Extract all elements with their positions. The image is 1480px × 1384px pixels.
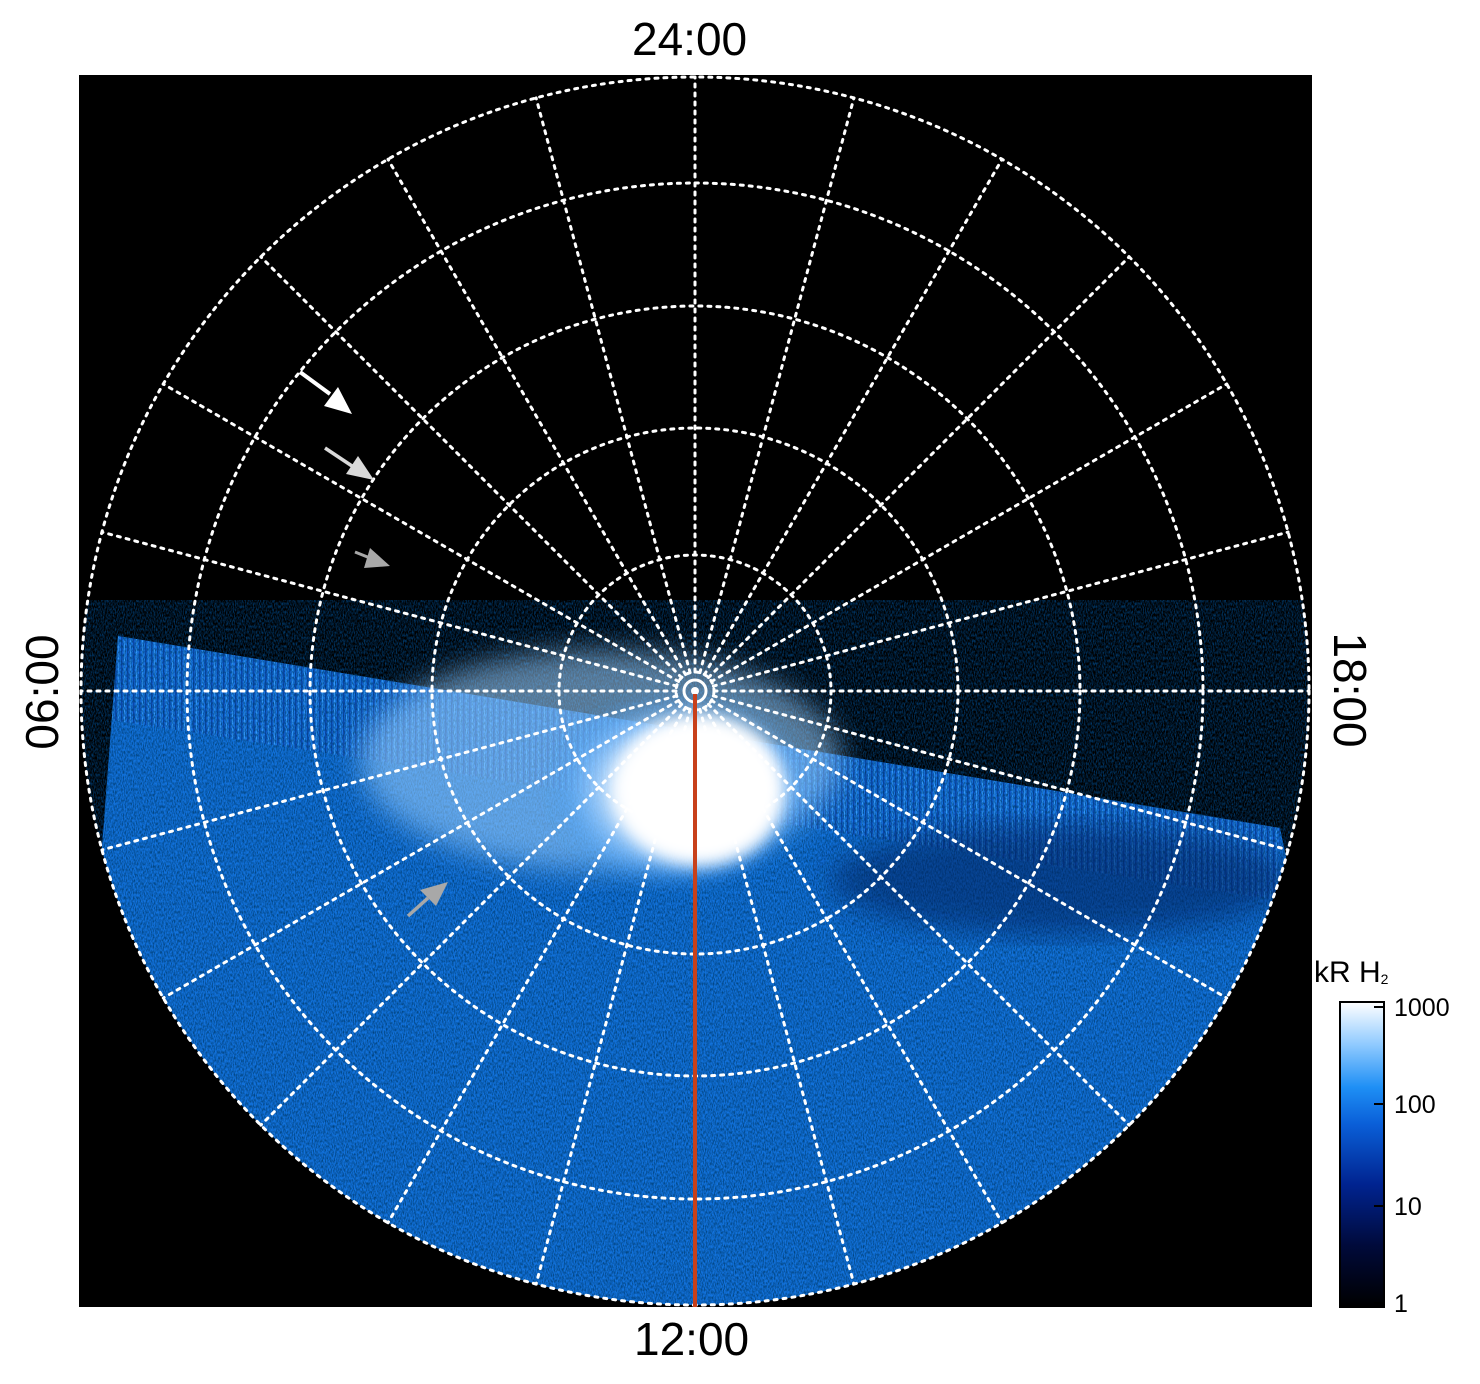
colorbar-tick-100: 100: [1394, 1091, 1436, 1119]
colorbar-tick-1: 1: [1394, 1290, 1408, 1318]
meridian-line: [709, 382, 1229, 683]
annotation-arrows: [298, 370, 448, 918]
longitude-meridians: [79, 75, 1311, 1307]
meridian-line: [706, 255, 1131, 680]
colorbar-bar: [1339, 1001, 1385, 1308]
meridian-line: [161, 382, 681, 683]
auroral-core: [615, 715, 785, 865]
arrow-2: [324, 446, 374, 480]
meridian-line: [709, 699, 1229, 1000]
meridian-line: [703, 705, 1004, 1225]
meridian-line: [259, 702, 684, 1127]
meridian-line: [706, 702, 1131, 1127]
meridian-line: [711, 530, 1290, 688]
meridian-line: [698, 96, 856, 675]
meridian-line: [534, 96, 692, 675]
meridian-line: [161, 699, 681, 1000]
colorbar-tick-1000: 1000: [1394, 994, 1450, 1022]
arrow-4: [406, 882, 448, 918]
meridian-line: [711, 694, 1290, 852]
arrow-3: [354, 548, 390, 568]
local-time-label-bottom: 12:00: [634, 1313, 750, 1365]
meridian-line: [386, 705, 687, 1225]
meridian-line: [100, 530, 679, 688]
meridian-line: [259, 255, 684, 680]
arrow-1: [298, 370, 352, 414]
meridian-line: [386, 157, 687, 677]
meridian-line: [100, 694, 679, 852]
colorbar-tick-marks: [1374, 1006, 1384, 1304]
meridian-line: [703, 157, 1004, 677]
dark-band: [830, 825, 1290, 935]
colorbar-tick-10: 10: [1394, 1193, 1422, 1221]
meridian-line: [534, 707, 692, 1286]
colorbar: [1339, 1001, 1385, 1308]
pole-center: [691, 687, 699, 695]
meridian-line: [698, 707, 856, 1286]
local-time-label-top: 24:00: [632, 13, 748, 65]
colorbar-title: kR H2: [1314, 956, 1389, 989]
